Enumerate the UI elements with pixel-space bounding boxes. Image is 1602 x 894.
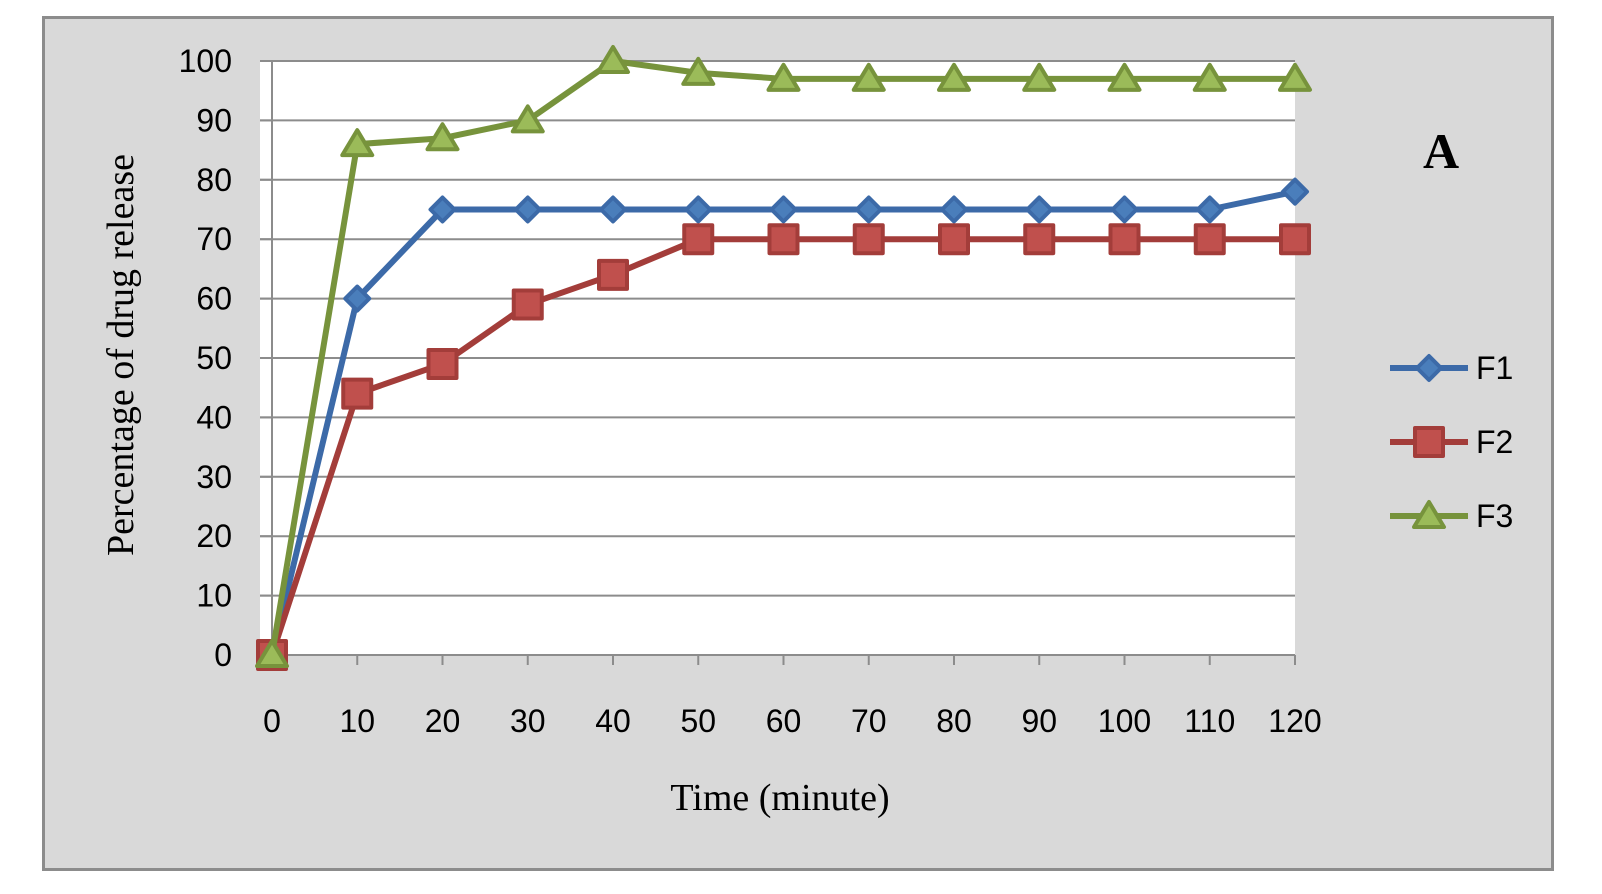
y-tick-labels: 0 10 20 30 40 50 60 70 80 90 100 (179, 43, 232, 673)
data-point (1022, 62, 1057, 92)
x-tick-label: 30 (510, 703, 546, 739)
legend-marker (1415, 354, 1443, 382)
data-point (341, 377, 374, 410)
data-point (766, 62, 801, 92)
data-point (599, 195, 627, 224)
series-group (255, 45, 1312, 671)
legend: F1 F2 F3 (1390, 350, 1513, 534)
y-axis-title: Percentage of drug release (100, 154, 142, 556)
data-point (940, 195, 968, 224)
legend-marker (1412, 500, 1446, 529)
x-tick-label: 70 (851, 703, 887, 739)
data-point (1108, 223, 1141, 256)
legend-item-f1: F1 (1390, 350, 1513, 386)
data-point (596, 45, 630, 74)
legend-item-f2: F2 (1390, 424, 1513, 460)
y-tick-label: 40 (196, 399, 232, 435)
x-tick-label: 50 (680, 703, 716, 739)
legend-item-f3: F3 (1390, 498, 1513, 534)
x-tick-label: 100 (1098, 703, 1151, 739)
y-tick-label: 80 (196, 162, 232, 198)
data-point (681, 56, 716, 86)
y-tick-label: 100 (179, 43, 232, 79)
data-point (255, 639, 289, 668)
data-point (1279, 223, 1311, 256)
x-tick-label: 120 (1268, 703, 1321, 739)
x-axis-title: Time (minute) (670, 777, 889, 819)
x-tick-label: 40 (595, 703, 631, 739)
x-tick-label: 60 (766, 703, 802, 739)
legend-label: F2 (1476, 424, 1513, 460)
data-point (1195, 195, 1224, 224)
x-tick-label: 20 (425, 703, 461, 739)
data-point (851, 62, 886, 92)
data-point (682, 223, 715, 256)
series-f3 (255, 45, 1312, 668)
legend-label: F1 (1476, 350, 1513, 386)
data-point (340, 128, 375, 158)
y-tick-label: 90 (196, 102, 232, 138)
data-point (852, 223, 885, 256)
x-tick-label: 0 (263, 703, 281, 739)
data-point (513, 195, 542, 224)
data-point (1023, 223, 1056, 256)
y-tick-label: 70 (196, 221, 232, 257)
x-tick-label: 10 (339, 703, 375, 739)
data-point (854, 195, 883, 224)
y-tick-label: 10 (196, 578, 232, 614)
y-tick-label: 60 (196, 281, 232, 317)
y-tick-label: 20 (196, 518, 232, 554)
data-point (769, 195, 798, 224)
legend-marker (1413, 426, 1445, 458)
data-point (938, 223, 970, 256)
data-point (937, 62, 971, 92)
legend-label: F3 (1476, 498, 1513, 534)
data-point (1025, 195, 1054, 224)
data-point (343, 284, 372, 313)
data-point (767, 223, 800, 256)
data-point (1110, 195, 1139, 224)
series-f2 (256, 223, 1311, 671)
data-point (1107, 62, 1142, 92)
data-point (425, 122, 460, 152)
data-point (1281, 177, 1309, 206)
panel-label: A (1423, 123, 1459, 179)
x-tick-labels: 0 10 20 30 40 50 60 70 80 90 100 110 120 (263, 703, 1322, 739)
data-point (1192, 62, 1227, 92)
data-point (426, 347, 459, 380)
data-point (1193, 223, 1226, 256)
y-tick-label: 30 (196, 459, 232, 495)
data-point (684, 195, 713, 224)
axes (260, 60, 1296, 665)
x-tick-label: 110 (1184, 703, 1235, 739)
data-point (597, 258, 629, 291)
x-tick-label: 80 (936, 703, 972, 739)
data-point (428, 195, 457, 224)
y-tick-label: 0 (214, 637, 232, 673)
y-tick-label: 50 (196, 340, 232, 376)
data-point (510, 104, 545, 134)
data-point (511, 288, 544, 321)
data-point (1278, 62, 1312, 92)
x-tick-label: 90 (1021, 703, 1057, 739)
